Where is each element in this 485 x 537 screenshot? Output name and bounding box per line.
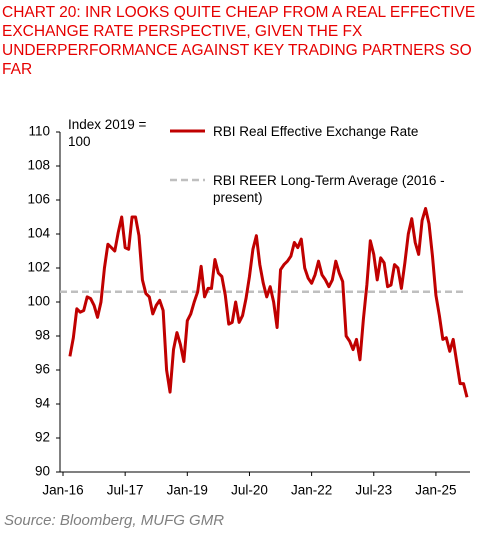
y-tick-label: 106 xyxy=(27,192,50,207)
y-tick-label: 98 xyxy=(35,328,50,343)
y-tick-label: 108 xyxy=(27,158,50,173)
y-tick-label: 102 xyxy=(27,260,50,275)
x-tick-label: Jan-19 xyxy=(167,483,208,498)
y-tick-label: 100 xyxy=(27,294,50,309)
y-tick-label: 96 xyxy=(35,362,50,377)
legend-label: RBI REER Long-Term Average (2016 - prese… xyxy=(213,173,445,205)
legend-label: RBI Real Effective Exchange Rate xyxy=(213,124,419,139)
y-tick-label: 94 xyxy=(35,396,51,411)
y-axis-label: Index 2019 = 100 xyxy=(68,117,147,149)
y-tick-label: 110 xyxy=(28,124,50,139)
y-tick-label: 104 xyxy=(27,226,50,241)
data-line xyxy=(68,207,469,398)
x-tick-label: Jul-23 xyxy=(355,483,392,498)
chart-title: CHART 20: INR LOOKS QUITE CHEAP FROM A R… xyxy=(2,4,476,78)
x-tick-label: Jan-16 xyxy=(42,483,83,498)
y-tick-label: 90 xyxy=(35,464,50,479)
x-tick-label: Jan-22 xyxy=(291,483,332,498)
y-tick-label: 92 xyxy=(35,430,50,445)
source-note: Source: Bloomberg, MUFG GMR xyxy=(4,512,225,529)
x-tick-label: Jul-17 xyxy=(107,483,144,498)
x-tick-label: Jul-20 xyxy=(231,483,268,498)
x-tick-label: Jan-25 xyxy=(415,483,456,498)
